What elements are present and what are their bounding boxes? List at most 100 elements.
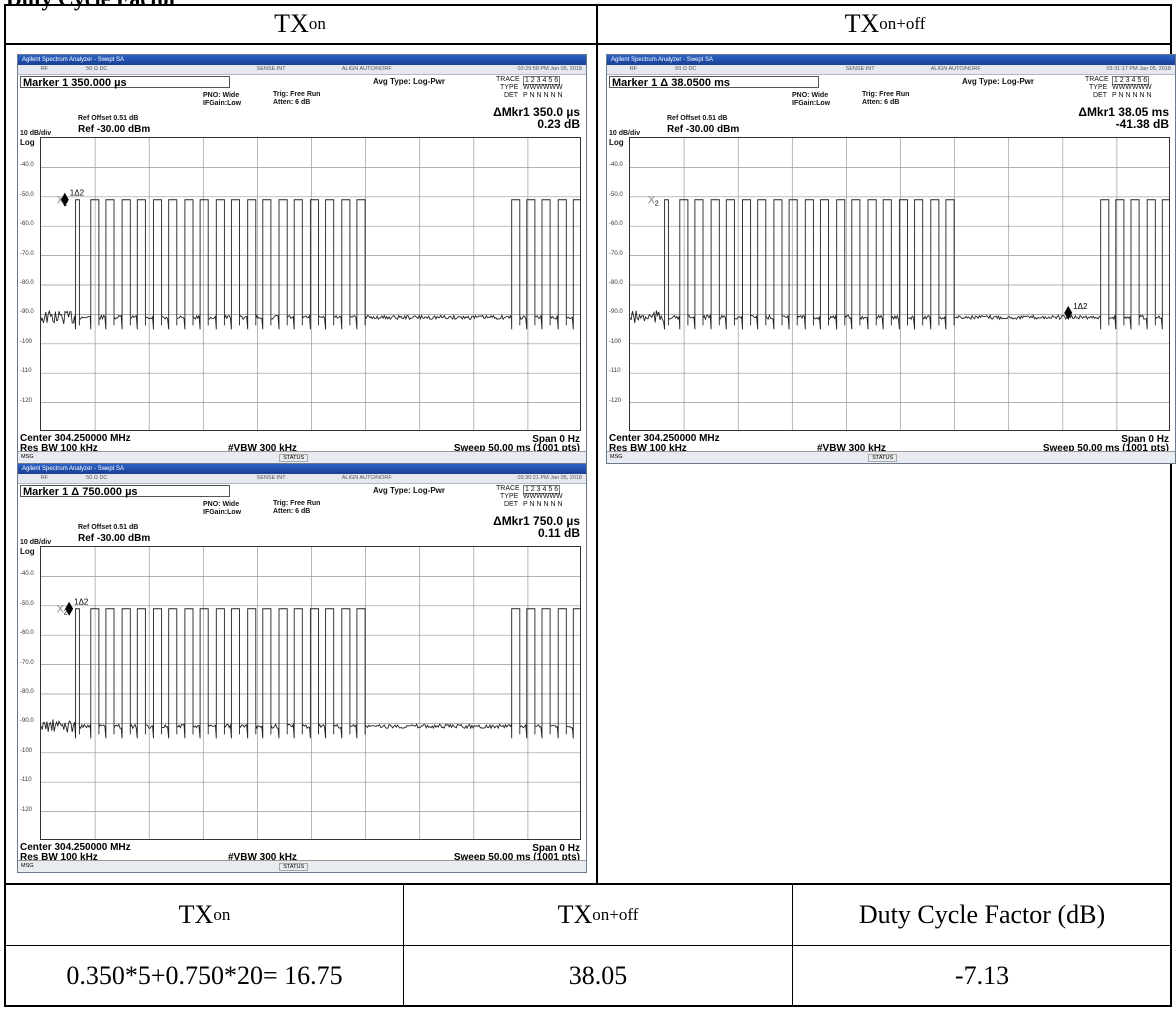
y-tick-label: -90.0	[609, 309, 623, 315]
scale: 10 dB/div	[609, 130, 640, 137]
y-tick-label: -90.0	[20, 718, 34, 724]
y-tick-label: -40.0	[20, 162, 34, 168]
type-label: TYPE	[1089, 84, 1107, 91]
info-imp: 50 Ω DC	[86, 475, 107, 481]
y-tick-label: -60.0	[20, 630, 34, 636]
analyzer-screen-tx-on-2: Agilent Spectrum Analyzer - Swept SA RF 50…	[17, 463, 587, 873]
analyzer-screen-tx-on-1: Agilent Spectrum Analyzer - Swept SA RF 50…	[17, 54, 587, 464]
det-label: DET	[504, 501, 518, 508]
pno: PNO: Wide	[203, 92, 239, 99]
reference-marker-label: 2	[64, 201, 68, 208]
y-tick-label: -100	[20, 339, 32, 345]
status-label: STATUS	[868, 454, 897, 462]
det-label: DET	[504, 92, 518, 99]
trace-line	[41, 200, 580, 330]
avg-type: Avg Type: Log-Pwr	[962, 77, 1034, 86]
ref-offset: Ref Offset 0.51 dB	[78, 115, 138, 122]
info-imp: 50 Ω DC	[86, 66, 107, 72]
y-tick-label: -50.0	[609, 192, 623, 198]
info-rf: RF	[41, 475, 48, 481]
ref-level: Ref -30.00 dBm	[667, 124, 739, 135]
status-label: STATUS	[279, 454, 308, 462]
y-tick-label: -70.0	[609, 251, 623, 257]
msg-label: MSG	[21, 454, 34, 460]
trace-svg: 1Δ2 X 2	[41, 547, 580, 839]
atten: Atten: 6 dB	[862, 99, 899, 106]
summary-header-duty-cycle: Duty Cycle Factor (dB)	[793, 885, 1171, 945]
trace-plot: 1Δ2 X 2	[40, 546, 581, 840]
ifgain: IFGain:Low	[203, 100, 241, 107]
y-tick-label: -50.0	[20, 601, 34, 607]
trace-line	[630, 200, 1169, 330]
pno: PNO: Wide	[792, 92, 828, 99]
det-values: P N N N N N	[523, 501, 563, 508]
ref-offset: Ref Offset 0.51 dB	[667, 115, 727, 122]
status-bar: MSG STATUS	[607, 451, 1175, 463]
analyzer-screen-tx-on-off: Agilent Spectrum Analyzer - Swept SA RF 50…	[606, 54, 1176, 464]
log-label: Log	[20, 547, 35, 556]
trace-label: TRACE	[1085, 76, 1109, 83]
ref-level: Ref -30.00 dBm	[78, 124, 150, 135]
y-tick-label: -120	[20, 807, 32, 813]
analyzer-titlebar: Agilent Spectrum Analyzer - Swept SA	[18, 464, 586, 474]
marker-readout: Marker 1 350.000 µs	[20, 76, 230, 88]
ifgain: IFGain:Low	[792, 100, 830, 107]
info-rf: RF	[41, 66, 48, 72]
scale: 10 dB/div	[20, 539, 51, 546]
column-header-tx-on-off: TX on+off	[598, 4, 1172, 44]
info-imp: 50 Ω DC	[675, 66, 696, 72]
info-rf: RF	[630, 66, 637, 72]
marker-label: 1Δ2	[70, 189, 85, 198]
timestamp: 03:30:21 PM Jan 05, 2018	[517, 475, 582, 481]
scale: 10 dB/div	[20, 130, 51, 137]
type-values: WWWWWW	[523, 493, 563, 500]
msg-label: MSG	[21, 863, 34, 869]
delta-marker-value: -41.38 dB	[1116, 117, 1169, 131]
trace-svg: 1Δ2 X 2	[41, 138, 580, 430]
trace-label: TRACE	[496, 76, 520, 83]
column-header-tx-on: TX on	[4, 4, 596, 44]
y-tick-label: -60.0	[609, 221, 623, 227]
summary-value-tx-on: 0.350*5+0.750*20= 16.75	[6, 946, 403, 1006]
info-align: ALIGN AUTO/NORF	[342, 66, 392, 72]
atten: Atten: 6 dB	[273, 99, 310, 106]
pno: PNO: Wide	[203, 501, 239, 508]
y-tick-label: -50.0	[20, 192, 34, 198]
type-label: TYPE	[500, 84, 518, 91]
y-tick-label: -110	[20, 368, 32, 374]
y-tick-label: -90.0	[20, 309, 34, 315]
y-tick-label: -80.0	[20, 280, 34, 286]
log-label: Log	[609, 138, 624, 147]
analyzer-titlebar: Agilent Spectrum Analyzer - Swept SA	[18, 55, 586, 65]
y-tick-label: -80.0	[609, 280, 623, 286]
marker-readout: Marker 1 Δ 38.0500 ms	[609, 76, 819, 88]
type-values: WWWWWW	[523, 84, 563, 91]
trace-plot: 1Δ2 X 2	[40, 137, 581, 431]
marker-label: 1Δ2	[74, 598, 89, 607]
analyzer-info-row: RF 50 Ω DC SENSE:INT ALIGN AUTO/NORF 03:30:2…	[18, 474, 586, 484]
summary-value-tx-on-off: 38.05	[404, 946, 792, 1006]
y-tick-label: -110	[20, 777, 32, 783]
analyzer-info-row: RF 50 Ω DC SENSE:INT ALIGN AUTO/NORF 03:31:1…	[607, 65, 1175, 75]
summary-value-duty-cycle: -7.13	[793, 946, 1171, 1006]
trig: Trig: Free Run	[862, 91, 909, 98]
analyzer-titlebar: Agilent Spectrum Analyzer - Swept SA	[607, 55, 1175, 65]
summary-header-tx-on: TX on	[6, 885, 403, 945]
y-tick-label: -40.0	[609, 162, 623, 168]
y-tick-label: -100	[609, 339, 621, 345]
y-tick-label: -120	[20, 398, 32, 404]
type-values: WWWWWW	[1112, 84, 1152, 91]
ref-offset: Ref Offset 0.51 dB	[78, 524, 138, 531]
det-values: P N N N N N	[1112, 92, 1152, 99]
marker-label: 1Δ2	[1073, 302, 1088, 311]
y-tick-label: -100	[20, 748, 32, 754]
info-sense: SENSE:INT	[257, 475, 286, 481]
log-label: Log	[20, 138, 35, 147]
trig: Trig: Free Run	[273, 500, 320, 507]
info-sense: SENSE:INT	[846, 66, 875, 72]
status-label: STATUS	[279, 863, 308, 871]
y-tick-label: -70.0	[20, 660, 34, 666]
trace-line	[41, 609, 580, 739]
y-tick-label: -110	[609, 368, 621, 374]
timestamp: 03:31:17 PM Jan 05, 2018	[1106, 66, 1171, 72]
